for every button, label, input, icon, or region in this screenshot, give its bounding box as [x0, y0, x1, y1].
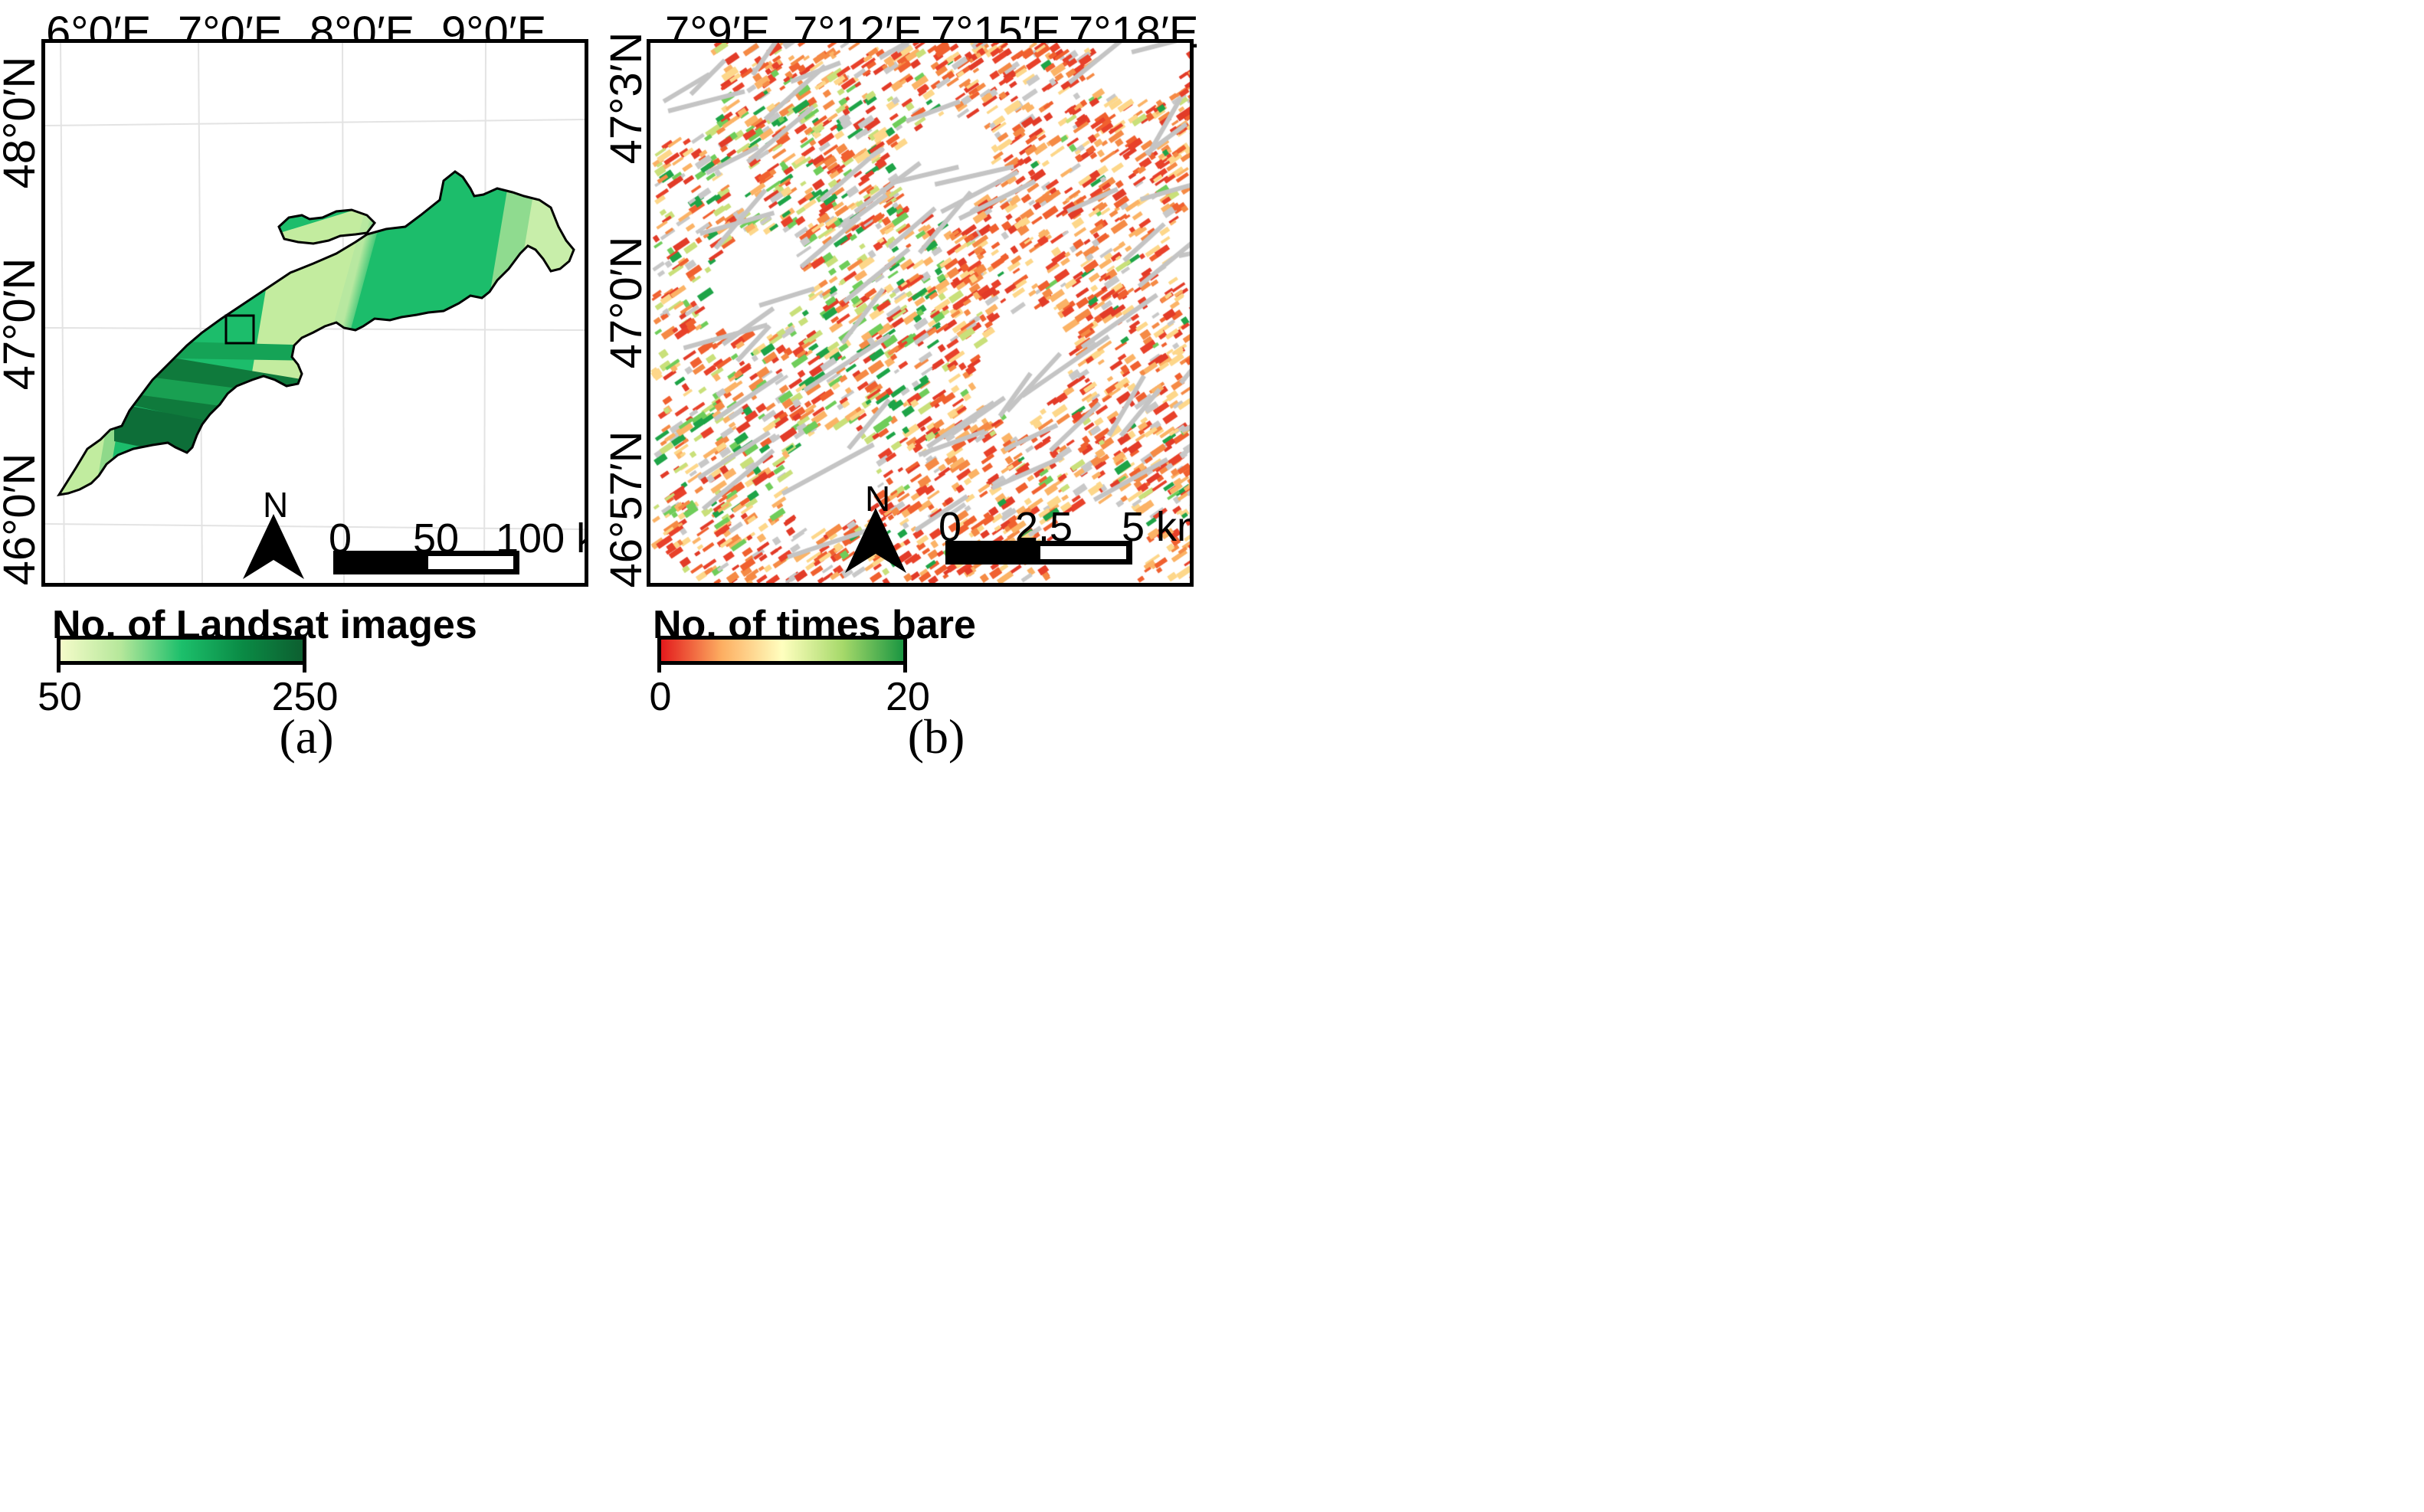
north-arrow-icon	[845, 508, 906, 573]
lat-label: 46°57′N	[601, 430, 651, 588]
north-arrow-icon	[243, 514, 304, 579]
study-area-outline	[56, 170, 575, 497]
lat-label: 47°3′N	[601, 31, 651, 165]
legend-tick	[57, 662, 61, 673]
landsat-coverage	[59, 172, 574, 495]
map-frame-b: N 0 2.5 5 km	[647, 39, 1194, 587]
legend-max-label: 250	[271, 675, 339, 719]
panel-caption: (a)	[279, 709, 334, 764]
legend-min-label: 50	[38, 675, 82, 719]
scale-label: 5 km	[1122, 504, 1190, 550]
lat-label: 47°0′N	[601, 236, 651, 369]
north-label: N	[263, 485, 289, 525]
legend-min-label: 0	[649, 675, 672, 719]
lat-label: 47°0′N	[0, 257, 44, 391]
legend-tick	[303, 662, 306, 673]
scale-bar	[945, 541, 1132, 565]
legend-colorbar	[657, 636, 907, 665]
bare-soil-raster	[650, 43, 1190, 583]
legend-max-label: 20	[886, 675, 930, 719]
zoom-extent-box	[224, 314, 255, 345]
panel-caption: (b)	[907, 709, 965, 764]
legend-tick	[657, 662, 661, 673]
overview-map	[45, 43, 585, 583]
lat-label: 46°0′N	[0, 453, 44, 586]
legend-tick	[903, 662, 907, 673]
map-frame-a: N 0 50 100 km	[41, 39, 588, 587]
lat-label: 48°0′N	[0, 56, 44, 189]
scale-bar	[333, 551, 519, 574]
legend-colorbar	[57, 636, 306, 665]
north-label: N	[865, 479, 891, 519]
